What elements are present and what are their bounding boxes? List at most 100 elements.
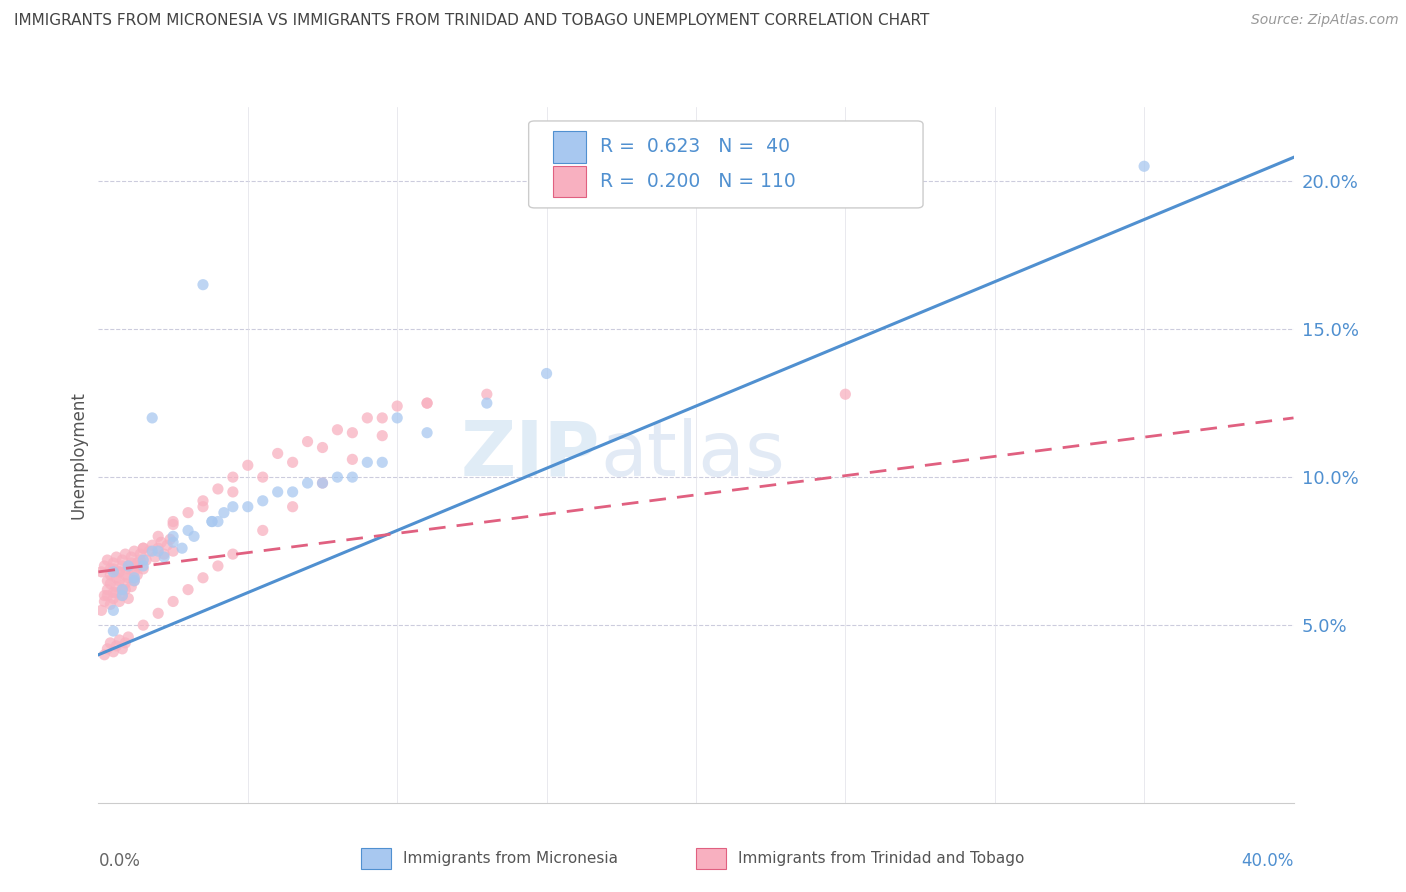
Point (267, 446, 290, 460)
Point (114, 567, 136, 582)
FancyBboxPatch shape (529, 121, 922, 208)
Point (236, 500, 259, 514)
Point (93, 648, 115, 662)
Text: 0.0%: 0.0% (98, 852, 141, 870)
Point (281, 484, 304, 499)
Point (536, 367, 558, 381)
Point (371, 455, 394, 469)
Point (108, 594, 131, 608)
Point (222, 470, 245, 484)
Point (207, 558, 229, 573)
Point (132, 541, 155, 556)
Point (416, 396, 439, 410)
Point (222, 547, 245, 561)
Point (281, 455, 304, 469)
Point (96, 553, 118, 567)
Point (103, 585, 125, 599)
Point (129, 547, 152, 561)
Point (162, 517, 184, 532)
Point (162, 515, 184, 529)
Point (96, 589, 118, 603)
Point (90, 565, 112, 579)
Text: ZIP: ZIP (461, 418, 600, 491)
Point (108, 565, 131, 579)
Point (385, 411, 409, 425)
Point (129, 553, 152, 567)
Point (132, 553, 155, 567)
Point (177, 524, 200, 538)
Point (222, 484, 245, 499)
Point (105, 639, 128, 653)
Point (143, 550, 166, 565)
Text: 40.0%: 40.0% (1241, 852, 1294, 870)
Point (96, 574, 118, 588)
Point (103, 645, 125, 659)
Point (120, 556, 142, 570)
Point (132, 618, 155, 632)
Point (111, 582, 134, 597)
Point (311, 441, 333, 455)
Point (385, 399, 409, 413)
Bar (553, 131, 586, 162)
Point (148, 541, 170, 556)
Point (124, 574, 146, 588)
Point (416, 425, 439, 440)
Point (111, 553, 134, 567)
Point (114, 582, 136, 597)
Point (124, 565, 146, 579)
Point (311, 476, 333, 491)
Point (124, 544, 146, 558)
Point (162, 535, 184, 549)
Point (252, 470, 274, 484)
Point (172, 541, 194, 556)
Y-axis label: Unemployment: Unemployment (69, 391, 87, 519)
Point (117, 571, 139, 585)
Point (103, 603, 125, 617)
Point (1133, 159, 1156, 173)
Point (105, 585, 128, 599)
Text: R =  0.200   N = 110: R = 0.200 N = 110 (600, 172, 796, 191)
Point (98, 562, 122, 576)
Point (141, 538, 163, 552)
Point (93, 558, 115, 573)
Point (98, 576, 122, 591)
Point (342, 470, 364, 484)
Point (342, 452, 364, 467)
Point (297, 476, 319, 491)
Point (326, 423, 349, 437)
Point (108, 574, 131, 588)
Point (267, 484, 290, 499)
Point (148, 529, 170, 543)
Point (124, 571, 146, 585)
Point (177, 582, 200, 597)
Point (311, 476, 333, 491)
Point (156, 538, 179, 552)
Text: Immigrants from Trinidad and Tobago: Immigrants from Trinidad and Tobago (738, 851, 1024, 866)
Bar (553, 166, 586, 197)
Point (90, 603, 112, 617)
Point (111, 589, 134, 603)
Point (105, 580, 128, 594)
Point (153, 550, 176, 565)
Point (124, 574, 146, 588)
Point (141, 411, 163, 425)
Point (120, 550, 142, 565)
Point (117, 558, 139, 573)
Point (191, 493, 214, 508)
Point (297, 434, 319, 449)
Point (416, 396, 439, 410)
Point (93, 589, 115, 603)
Point (236, 458, 259, 473)
Point (111, 641, 134, 656)
Point (103, 556, 125, 570)
Point (132, 541, 155, 556)
Point (108, 632, 131, 647)
Point (98, 598, 122, 612)
Point (252, 524, 274, 538)
Point (191, 500, 214, 514)
Point (475, 387, 498, 401)
Point (98, 636, 122, 650)
Point (150, 535, 173, 549)
Point (103, 565, 125, 579)
Point (475, 396, 498, 410)
